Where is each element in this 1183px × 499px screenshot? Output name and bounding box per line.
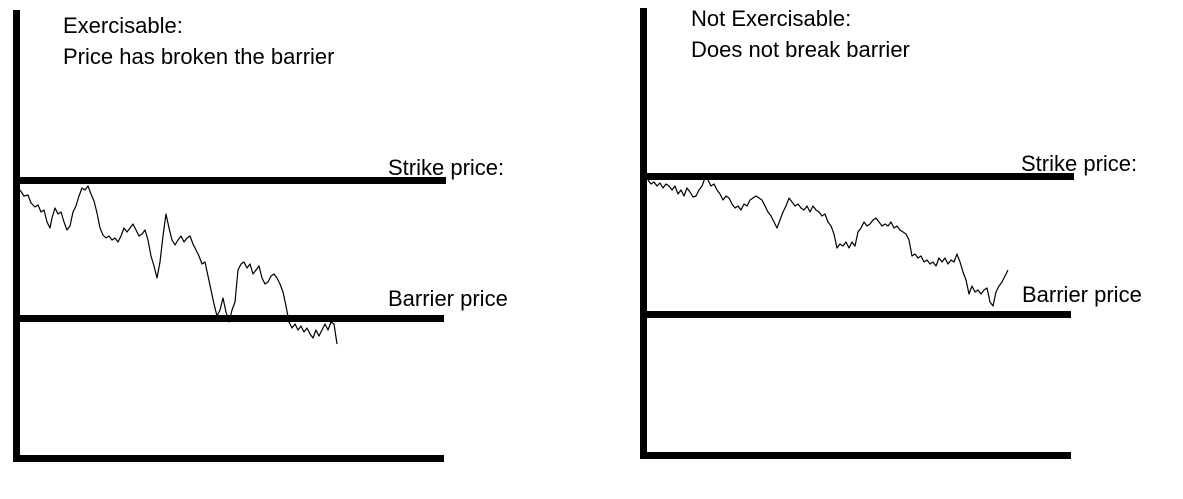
strike-price-label: Strike price: <box>1021 151 1138 176</box>
diagram-title: Not Exercisable: Does not break barrier <box>691 3 910 65</box>
title-line-2: Does not break barrier <box>691 37 910 62</box>
barrier-price-line <box>640 311 1071 318</box>
title-line-1: Exercisable: <box>63 13 183 38</box>
strike-price-line <box>13 177 446 184</box>
not-exercisable-diagram: Not Exercisable: Does not break barrier … <box>620 0 1183 499</box>
y-axis <box>13 10 20 462</box>
price-path-above-barrier <box>647 177 1009 307</box>
x-axis <box>640 452 1071 459</box>
title-line-2: Price has broken the barrier <box>63 44 335 69</box>
x-axis <box>13 455 444 462</box>
exercisable-diagram: Exercisable: Price has broken the barrie… <box>0 0 590 499</box>
title-line-1: Not Exercisable: <box>691 6 852 31</box>
strike-price-label: Strike price: <box>388 155 505 180</box>
y-axis <box>640 8 647 459</box>
barrier-price-label: Barrier price <box>388 286 508 311</box>
strike-price-line <box>640 173 1074 180</box>
price-path-breaking-barrier <box>19 185 338 345</box>
barrier-price-label: Barrier price <box>1022 282 1142 307</box>
diagram-title: Exercisable: Price has broken the barrie… <box>63 10 334 72</box>
